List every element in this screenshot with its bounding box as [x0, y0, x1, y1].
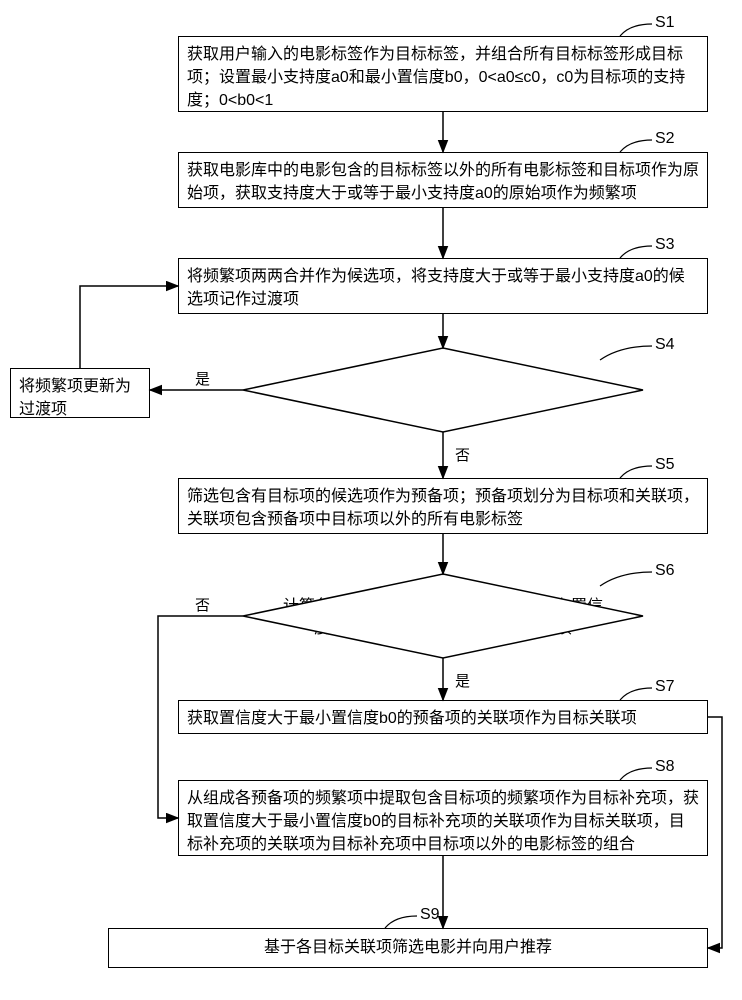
- label-s4: S4: [655, 336, 675, 354]
- node-s4-line2: 2，且至少一个过渡项包含目标项: [327, 394, 560, 411]
- curve-s3: [620, 246, 652, 258]
- node-s8: 从组成各预备项的频繁项中提取包含目标项的频繁项作为目标补充项，获取置信度大于最小…: [178, 780, 708, 856]
- label-s1: S1: [655, 14, 675, 32]
- node-s6-line2: 度大于或等于最小置信度b0的预备项: [314, 620, 572, 637]
- node-s7: 获取置信度大于最小置信度b0的预备项的关联项作为目标关联项: [178, 700, 708, 734]
- node-s9: 基于各目标关联项筛选电影并向用户推荐: [108, 928, 708, 968]
- label-s2: S2: [655, 130, 675, 148]
- node-s9-text: 基于各目标关联项筛选电影并向用户推荐: [264, 936, 552, 959]
- arrow-loop-s3: [80, 286, 178, 368]
- curve-s7: [620, 688, 652, 700]
- curve-s4: [600, 346, 652, 360]
- node-s2-text: 获取电影库中的电影包含的目标标签以外的所有电影标签和目标项作为原始项，获取支持度…: [187, 162, 699, 202]
- node-s8-text: 从组成各预备项的频繁项中提取包含目标项的频繁项作为目标补充项，获取置信度大于最小…: [187, 790, 699, 853]
- arrow-s7-s9: [708, 717, 722, 948]
- curve-s8: [620, 768, 652, 780]
- label-s6: S6: [655, 562, 675, 580]
- node-s7-text: 获取置信度大于最小置信度b0的预备项的关联项作为目标关联项: [187, 710, 637, 727]
- node-s4-text: 判断过渡项的数量是否大于或等于 2，且至少一个过渡项包含目标项: [293, 370, 593, 415]
- curve-s2: [620, 140, 652, 152]
- node-s5: 筛选包含有目标项的候选项作为预备项；预备项划分为目标项和关联项，关联项包含预备项…: [178, 478, 708, 534]
- curve-s6: [600, 572, 652, 586]
- label-s7: S7: [655, 678, 675, 696]
- node-s3: 将频繁项两两合并作为候选项，将支持度大于或等于最小支持度a0的候选项记作过渡项: [178, 258, 708, 314]
- node-s4-line1: 判断过渡项的数量是否大于或等于: [323, 372, 563, 389]
- edge-s6-yes: 是: [455, 670, 470, 691]
- flowchart-canvas: 获取用户输入的电影标签作为目标标签，并组合所有目标标签形成目标项；设置最小支持度…: [0, 0, 742, 1000]
- label-s5: S5: [655, 456, 675, 474]
- node-s3-text: 将频繁项两两合并作为候选项，将支持度大于或等于最小支持度a0的候选项记作过渡项: [187, 268, 685, 308]
- node-s1: 获取用户输入的电影标签作为目标标签，并组合所有目标标签形成目标项；设置最小支持度…: [178, 36, 708, 112]
- node-s1-text: 获取用户输入的电影标签作为目标标签，并组合所有目标标签形成目标项；设置最小支持度…: [187, 46, 685, 109]
- curve-s5: [620, 466, 652, 478]
- node-s5-text: 筛选包含有目标项的候选项作为预备项；预备项划分为目标项和关联项，关联项包含预备项…: [187, 488, 699, 528]
- edge-s4-no: 否: [455, 444, 470, 465]
- edge-s4-yes: 是: [195, 368, 210, 389]
- label-s3: S3: [655, 236, 675, 254]
- node-loop-text: 将频繁项更新为过渡项: [19, 378, 131, 418]
- label-s9: S9: [420, 906, 440, 924]
- curve-s9: [385, 916, 417, 928]
- edge-s6-no: 否: [195, 594, 210, 615]
- node-loop: 将频繁项更新为过渡项: [10, 368, 150, 418]
- label-s8: S8: [655, 758, 675, 776]
- node-s2: 获取电影库中的电影包含的目标标签以外的所有电影标签和目标项作为原始项，获取支持度…: [178, 152, 708, 208]
- node-s6-text: 计算各预备项的置信度，并判断是否存在置信 度大于或等于最小置信度b0的预备项: [273, 596, 613, 641]
- curve-s1: [620, 24, 652, 36]
- node-s6-line1: 计算各预备项的置信度，并判断是否存在置信: [283, 598, 603, 615]
